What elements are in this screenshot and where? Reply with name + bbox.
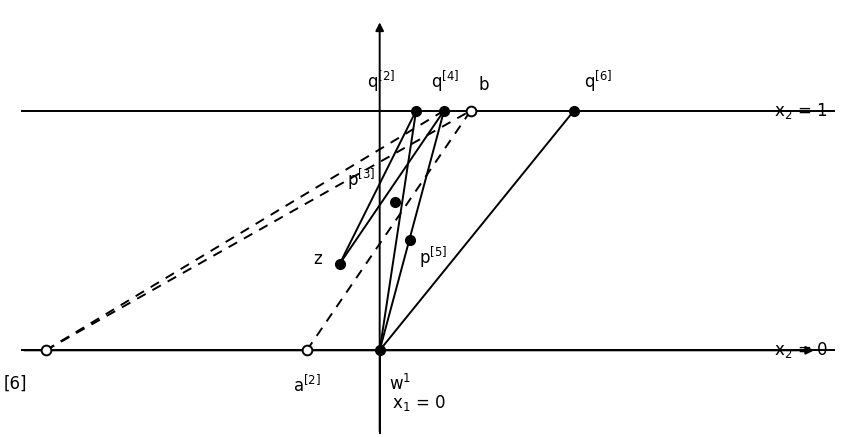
Text: p$^{[5]}$: p$^{[5]}$ xyxy=(418,245,447,270)
Text: q$^{[6]}$: q$^{[6]}$ xyxy=(583,69,612,94)
Text: b: b xyxy=(478,76,489,94)
Text: q$^{[4]}$: q$^{[4]}$ xyxy=(431,69,459,94)
Text: z: z xyxy=(313,250,322,268)
Text: w$^{1}$: w$^{1}$ xyxy=(389,375,411,395)
Text: x$_{1}$ = 0: x$_{1}$ = 0 xyxy=(392,393,446,413)
Text: x$_{2}$ = 0: x$_{2}$ = 0 xyxy=(775,340,829,361)
Text: x$_{2}$ = 1: x$_{2}$ = 1 xyxy=(775,101,828,121)
Text: q$^{[2]}$: q$^{[2]}$ xyxy=(368,69,395,94)
Text: [6]: [6] xyxy=(4,375,28,392)
Text: p$^{[3]}$: p$^{[3]}$ xyxy=(346,167,375,192)
Text: a$^{[2]}$: a$^{[2]}$ xyxy=(293,375,321,395)
